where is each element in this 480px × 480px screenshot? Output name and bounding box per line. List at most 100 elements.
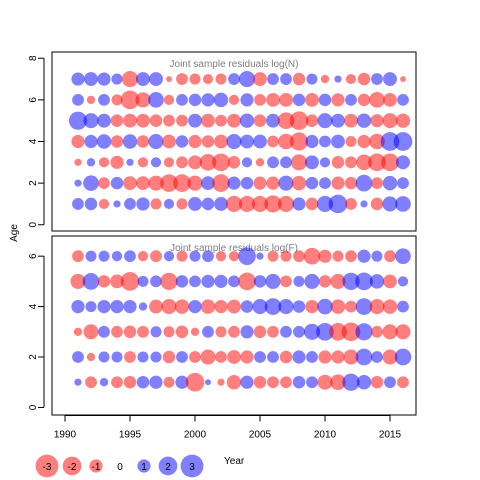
- residual-bubble: [74, 158, 82, 166]
- residual-bubble: [355, 348, 373, 366]
- residual-bubble: [397, 376, 409, 389]
- residual-bubble: [174, 299, 190, 314]
- residual-bubble: [267, 250, 279, 262]
- residual-bubble: [241, 157, 253, 168]
- residual-bubble: [289, 132, 309, 151]
- residual-bubble: [280, 156, 292, 169]
- residual-bubble: [150, 351, 162, 363]
- residual-bubble: [292, 72, 306, 86]
- residual-bubble: [215, 73, 227, 85]
- residual-bubble: [135, 92, 151, 108]
- y-tick-label: 6: [28, 253, 39, 259]
- residual-bubble: [149, 72, 163, 86]
- residual-bubble: [305, 114, 319, 127]
- residual-bubble: [305, 155, 319, 170]
- x-tick-label: 1990: [54, 430, 77, 441]
- residual-bubble: [110, 155, 124, 169]
- residual-bubble: [120, 272, 140, 291]
- residual-bubble: [160, 174, 178, 192]
- residual-bubble: [84, 197, 98, 211]
- residual-bubble: [342, 373, 360, 391]
- residual-bubble: [280, 325, 292, 338]
- residual-bubble: [305, 197, 319, 211]
- residual-bubble: [331, 113, 345, 128]
- residual-bubble: [163, 251, 175, 262]
- residual-bubble: [395, 324, 411, 340]
- residual-bubble: [136, 113, 150, 128]
- residual-bubble: [355, 174, 373, 192]
- residual-bubble: [111, 325, 123, 338]
- residual-bubble: [278, 133, 294, 150]
- residual-bubble: [397, 177, 409, 190]
- residual-bubble: [397, 93, 409, 106]
- residual-bubble: [123, 325, 137, 339]
- residual-bubble: [123, 113, 137, 128]
- y-tick-label: 0: [28, 404, 39, 410]
- residual-bubble: [279, 350, 293, 364]
- residual-bubble: [98, 93, 110, 106]
- residual-bubble: [111, 251, 123, 262]
- residual-bubble: [240, 176, 254, 190]
- residual-bubble: [396, 155, 410, 170]
- residual-bubble: [98, 351, 110, 363]
- legend-label: -2: [68, 462, 77, 473]
- residual-bubble: [355, 298, 373, 315]
- residual-bubble: [137, 251, 149, 262]
- residual-bubble: [267, 156, 279, 169]
- residual-bubble: [189, 351, 201, 363]
- residual-bubble: [371, 351, 383, 363]
- residual-bubble: [278, 175, 294, 191]
- residual-bubble: [86, 158, 96, 167]
- residual-bubble: [188, 155, 202, 170]
- legend-label: 2: [165, 462, 171, 473]
- residual-bubble: [369, 299, 385, 315]
- residual-bubble: [189, 73, 201, 85]
- residual-bubble: [331, 350, 345, 364]
- residual-bubble: [266, 113, 280, 128]
- residual-bubble: [267, 325, 279, 338]
- residual-bubble: [74, 378, 82, 386]
- residual-bubble: [345, 300, 357, 313]
- residual-bubble: [318, 93, 332, 107]
- panel-logF-bubbles: [70, 247, 412, 392]
- residual-bubble: [292, 300, 306, 313]
- residual-bubble: [292, 93, 306, 107]
- residual-bubble: [303, 247, 321, 265]
- residual-bubble: [201, 176, 215, 191]
- residual-bubble: [176, 73, 188, 85]
- residual-bubble: [345, 250, 357, 263]
- residual-bubble: [240, 300, 254, 313]
- residual-bubble: [160, 272, 178, 290]
- residual-bubble: [163, 114, 175, 127]
- residual-bubble: [148, 133, 164, 150]
- residual-bubble: [331, 176, 345, 190]
- residual-bubble: [371, 250, 383, 262]
- residual-bubble: [163, 376, 175, 388]
- residual-bubble: [226, 374, 242, 390]
- residual-bubble: [215, 351, 227, 363]
- residual-bubble: [215, 251, 227, 262]
- residual-bubble: [371, 325, 383, 338]
- residual-bubble: [71, 134, 85, 149]
- residual-bubble: [201, 197, 215, 211]
- residual-bubble: [201, 135, 215, 148]
- residual-bubble: [395, 113, 411, 128]
- residual-bubble: [161, 299, 177, 315]
- residual-bubble: [318, 350, 332, 364]
- residual-bubble: [356, 154, 372, 171]
- residual-bubble: [84, 134, 98, 149]
- residual-bubble: [395, 248, 411, 264]
- residual-bubble: [240, 375, 254, 389]
- residual-bubble: [240, 350, 254, 364]
- residual-bubble: [175, 135, 189, 148]
- y-tick-label: 0: [28, 222, 39, 228]
- panel-logN-y-axis: 0 2 4 6 8: [28, 55, 45, 228]
- residual-bubble: [83, 175, 99, 191]
- residual-bubble: [176, 198, 188, 210]
- residual-bubble: [214, 299, 228, 314]
- residual-bubble: [280, 376, 292, 389]
- residual-bubble: [228, 251, 240, 262]
- residual-bubble: [267, 376, 279, 389]
- residual-bubble: [215, 326, 227, 338]
- residual-bubble: [393, 132, 413, 151]
